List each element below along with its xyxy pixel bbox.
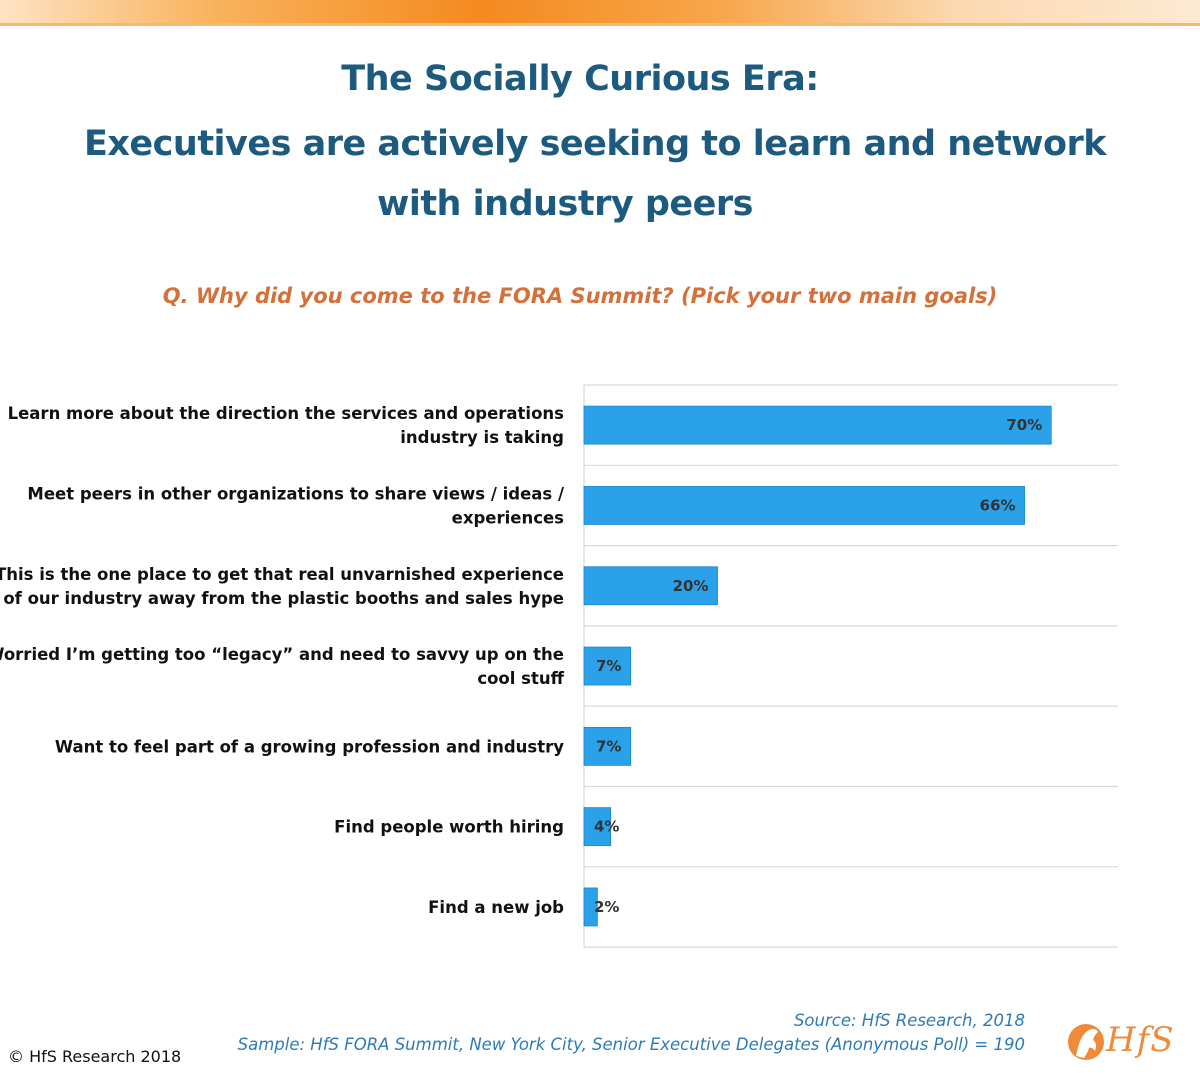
data-label: 20% <box>673 577 709 595</box>
category-label: industry is taking <box>400 428 564 447</box>
page-title-line1: The Socially Curious Era: <box>341 59 819 99</box>
data-label: 2% <box>594 898 619 916</box>
bar <box>583 887 598 927</box>
category-label: experiences <box>452 508 565 527</box>
top-banner <box>0 0 1200 26</box>
bar <box>583 726 632 766</box>
category-label: of our industry away from the plastic bo… <box>3 589 564 608</box>
data-label: 66% <box>980 496 1016 514</box>
hfs-logo: HfS <box>1066 1018 1190 1066</box>
data-label: 7% <box>596 737 621 755</box>
bar <box>583 486 1025 525</box>
category-label: Find a new job <box>428 898 564 917</box>
category-label: Meet peers in other organizations to sha… <box>27 484 565 503</box>
category-label: cool stuff <box>477 669 564 688</box>
bar-chart: 70% Learn more about the direction the se… <box>0 384 1118 948</box>
category-label: Worried I’m getting too “legacy” and nee… <box>0 645 564 664</box>
horse-logo-icon <box>1068 1024 1104 1060</box>
data-label: 7% <box>596 657 621 675</box>
page-title-line3: with industry peers <box>377 184 754 224</box>
bar <box>583 566 718 606</box>
sample-note: Sample: HfS FORA Summit, New York City, … <box>237 1035 1025 1054</box>
survey-question: Q. Why did you come to the FORA Summit? … <box>162 284 998 308</box>
category-label: Learn more about the direction the servi… <box>8 404 565 423</box>
bar <box>583 807 612 847</box>
source-note: Source: HfS Research, 2018 <box>793 1011 1025 1030</box>
logo-text: HfS <box>1106 1020 1175 1060</box>
category-label: Want to feel part of a growing professio… <box>55 737 564 756</box>
data-label: 4% <box>594 818 619 836</box>
bar <box>583 405 1052 445</box>
category-label: This is the one place to get that real u… <box>0 565 564 584</box>
bar <box>583 646 632 686</box>
category-label: Find people worth hiring <box>334 818 564 837</box>
copyright-text: © HfS Research 2018 <box>8 1047 182 1066</box>
page-title-line2: Executives are actively seeking to learn… <box>83 124 1107 164</box>
data-label: 70% <box>1006 416 1042 434</box>
